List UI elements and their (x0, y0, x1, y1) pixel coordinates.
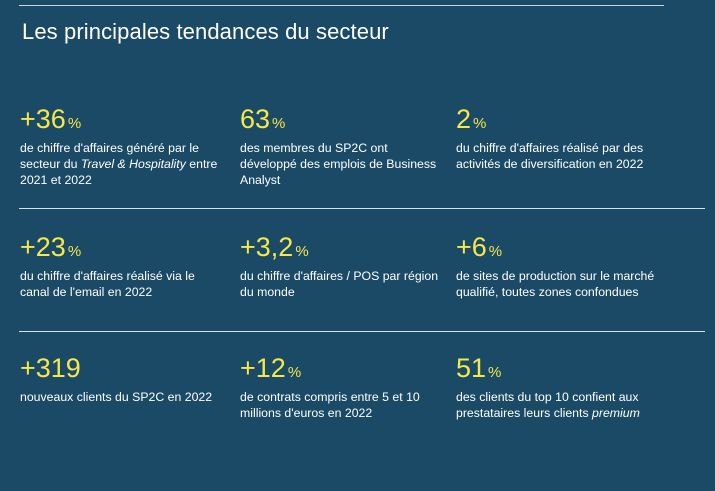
stat-card: +36% de chiffre d'affaires généré par le… (20, 106, 225, 188)
stat-description: de contrats compris entre 5 et 10 millio… (240, 390, 420, 420)
stat-card: 2% du chiffre d'affaires réalisé par des… (456, 106, 661, 172)
stats-row-2: +23% du chiffre d'affaires réalisé via l… (0, 234, 715, 354)
stat-card: +12% de contrats compris entre 5 et 10 m… (240, 355, 445, 421)
stat-description: des clients du top 10 confient aux prest… (456, 390, 640, 420)
stat-card: +6% de sites de production sur le marché… (456, 234, 661, 300)
stat-card: +319 nouveaux clients du SP2C en 2022 (20, 355, 225, 405)
stat-value: 51% (456, 353, 502, 383)
stat-card: 63% des membres du SP2C ont développé de… (240, 106, 445, 188)
stat-card: +3,2% du chiffre d'affaires / POS par ré… (240, 234, 445, 300)
stat-card: +23% du chiffre d'affaires réalisé via l… (20, 234, 225, 300)
page-title: Les principales tendances du secteur (22, 19, 389, 44)
stat-description: du chiffre d'affaires réalisé via le can… (20, 269, 195, 299)
stat-description: du chiffre d'affaires réalisé par des ac… (456, 141, 644, 171)
stat-value: +6% (456, 232, 503, 262)
stat-description: de sites de production sur le marché qua… (456, 269, 655, 299)
row-divider (19, 331, 705, 332)
stats-row-1: +36% de chiffre d'affaires généré par le… (0, 106, 715, 226)
stat-value: 63% (240, 104, 286, 134)
row-divider (19, 208, 705, 209)
stat-description: nouveaux clients du SP2C en 2022 (20, 390, 213, 404)
stat-value: 2% (456, 104, 487, 134)
stat-description: des membres du SP2C ont développé des em… (240, 141, 437, 187)
stat-value: +3,2% (240, 232, 309, 262)
stat-card: 51% des clients du top 10 confient aux p… (456, 355, 661, 421)
top-rule (19, 5, 664, 6)
stat-value: +36% (20, 104, 82, 134)
stat-value: +319 (20, 353, 81, 383)
stat-description: de chiffre d'affaires généré par le sect… (20, 141, 218, 187)
stat-value: +23% (20, 232, 82, 262)
stat-value: +12% (240, 353, 302, 383)
stat-description: du chiffre d'affaires / POS par région d… (240, 269, 439, 299)
stats-row-3: +319 nouveaux clients du SP2C en 2022 +1… (0, 355, 715, 475)
